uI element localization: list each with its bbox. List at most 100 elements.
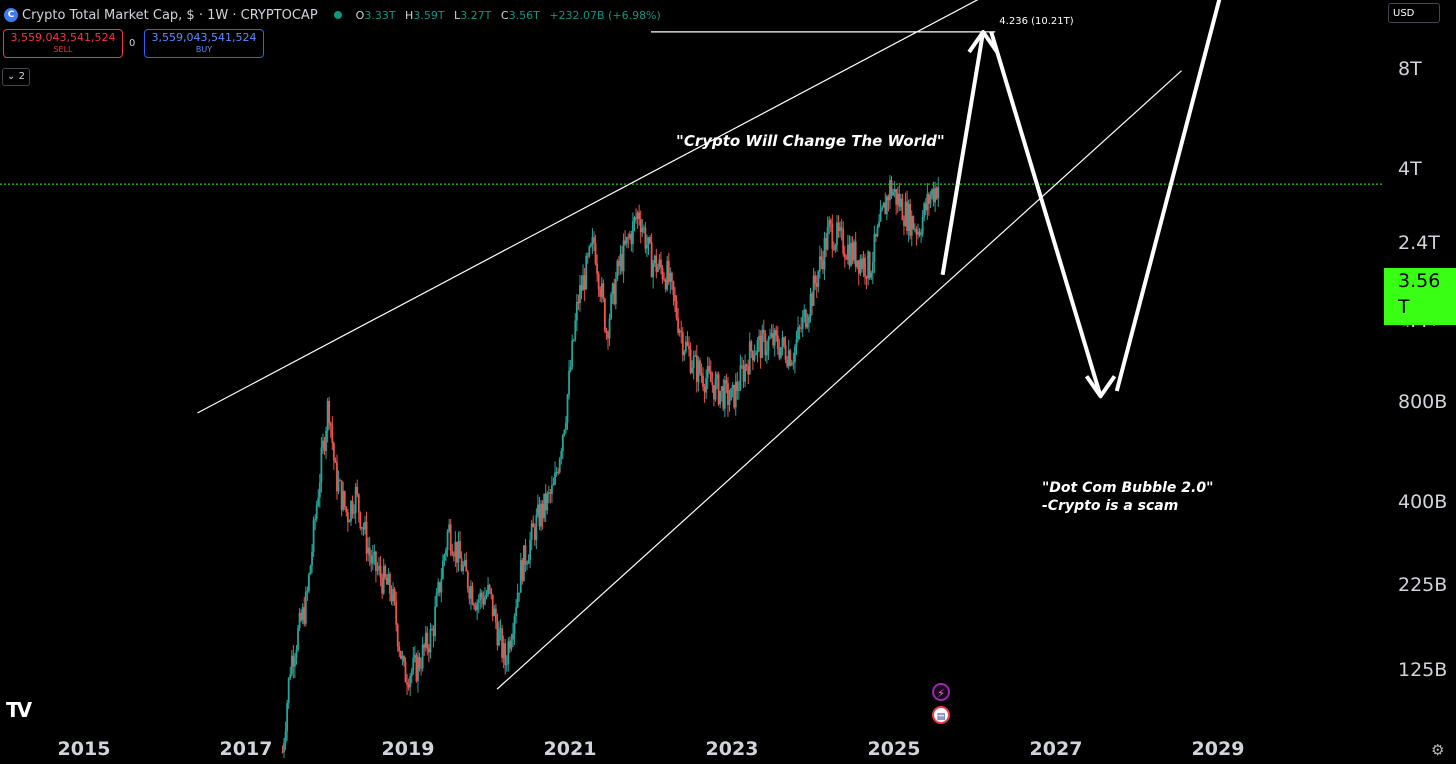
candle-body: [610, 294, 613, 319]
candle-body: [843, 253, 846, 258]
candle-body: [790, 363, 793, 366]
candle-body: [505, 664, 508, 666]
candle-body: [917, 231, 919, 235]
candle-body: [356, 486, 359, 495]
candle-body: [903, 220, 905, 226]
candle-body: [594, 243, 597, 264]
candle-body: [376, 569, 379, 571]
candle-body: [619, 254, 622, 267]
symbol-title[interactable]: Crypto Total Market Cap, $ · 1W · CRYPTO…: [22, 7, 318, 23]
candle-body: [456, 541, 458, 563]
candle-body: [717, 374, 720, 405]
candle-body: [705, 378, 708, 393]
candle-body: [780, 346, 782, 358]
gear-icon[interactable]: ⚙: [1431, 741, 1445, 759]
candle-body: [913, 229, 916, 231]
candle-body: [812, 275, 815, 306]
candle-body: [496, 622, 499, 646]
candle-body: [526, 563, 528, 565]
candle-body: [910, 216, 913, 236]
candle-body: [326, 400, 329, 431]
candle-body: [348, 521, 351, 523]
candle-body: [808, 316, 810, 324]
candle-body: [650, 242, 653, 278]
candle-body: [885, 196, 888, 215]
candle-body: [510, 639, 513, 649]
candle-body: [708, 366, 711, 372]
candle-body: [616, 260, 619, 280]
candle-body: [350, 500, 352, 522]
candle-body: [761, 329, 764, 358]
candle-body: [909, 203, 912, 236]
candle-body: [462, 565, 465, 572]
candle-body: [770, 333, 773, 337]
candle-body: [362, 527, 365, 530]
candle-body: [839, 227, 842, 232]
candle-body: [440, 578, 443, 593]
candle-body: [755, 352, 757, 356]
candle-body: [745, 364, 748, 367]
candle-body: [879, 209, 882, 222]
candle-body: [861, 258, 863, 270]
candle-body: [441, 560, 444, 579]
indicators-collapse-button[interactable]: ⌄ 2: [2, 68, 30, 86]
candle-body: [379, 565, 382, 578]
candle-body: [535, 514, 538, 540]
candle-body: [727, 383, 729, 405]
candle-body: [794, 346, 796, 363]
fib-level-label: 4.236 (10.21T): [999, 16, 1073, 27]
candle-body: [649, 237, 651, 243]
candle-body: [773, 330, 776, 346]
candle-body: [663, 279, 665, 281]
candle-body: [561, 434, 564, 452]
candle-body: [418, 656, 421, 668]
market-status-icon[interactable]: [333, 11, 342, 19]
candle-body: [499, 628, 502, 630]
candle-body: [537, 504, 539, 515]
candle-body: [722, 386, 725, 409]
candle-body: [437, 582, 440, 594]
candle-body: [322, 440, 324, 448]
candle-body: [387, 573, 390, 585]
candle-body: [301, 607, 304, 621]
tradingview-logo-icon[interactable]: TV: [6, 698, 32, 722]
candle-body: [519, 560, 522, 593]
candle-body: [546, 493, 549, 511]
candle-body: [899, 198, 902, 207]
candle-body: [865, 276, 868, 279]
candle-body: [678, 330, 681, 333]
candle-body: [618, 260, 620, 267]
candle-body: [331, 425, 334, 444]
candle-body: [482, 598, 485, 605]
currency-selector[interactable]: USD: [1388, 3, 1440, 23]
lightning-event-icon[interactable]: ⚡: [932, 683, 950, 701]
candle-body: [281, 751, 284, 753]
candle-body: [831, 223, 834, 249]
candle-body: [856, 260, 859, 267]
candle-body: [427, 648, 430, 653]
buy-button[interactable]: 3,559,043,541,524 BUY: [144, 29, 264, 58]
candle-body: [521, 560, 524, 582]
candle-body: [346, 512, 349, 523]
candle-body: [641, 228, 644, 233]
candle-body: [688, 345, 690, 350]
projection-fall-arrowhead: [1084, 375, 1117, 399]
candle-body: [882, 202, 885, 208]
candle-body: [613, 283, 616, 305]
candle-body: [460, 558, 463, 572]
candle-body: [454, 541, 457, 557]
candle-body: [706, 366, 709, 379]
candle-body: [692, 356, 695, 369]
candle-body: [783, 337, 785, 346]
candle-body: [385, 577, 388, 585]
candle-body: [711, 381, 714, 386]
candle-body: [320, 447, 323, 483]
sell-button[interactable]: 3,559,043,541,524 SELL: [3, 29, 123, 58]
candle-body: [434, 606, 437, 637]
candle-body: [836, 222, 838, 245]
candle-body: [544, 493, 547, 511]
candle-body: [311, 551, 313, 566]
candle-body: [653, 255, 656, 264]
us-flag-event-icon[interactable]: ▤: [932, 706, 950, 724]
